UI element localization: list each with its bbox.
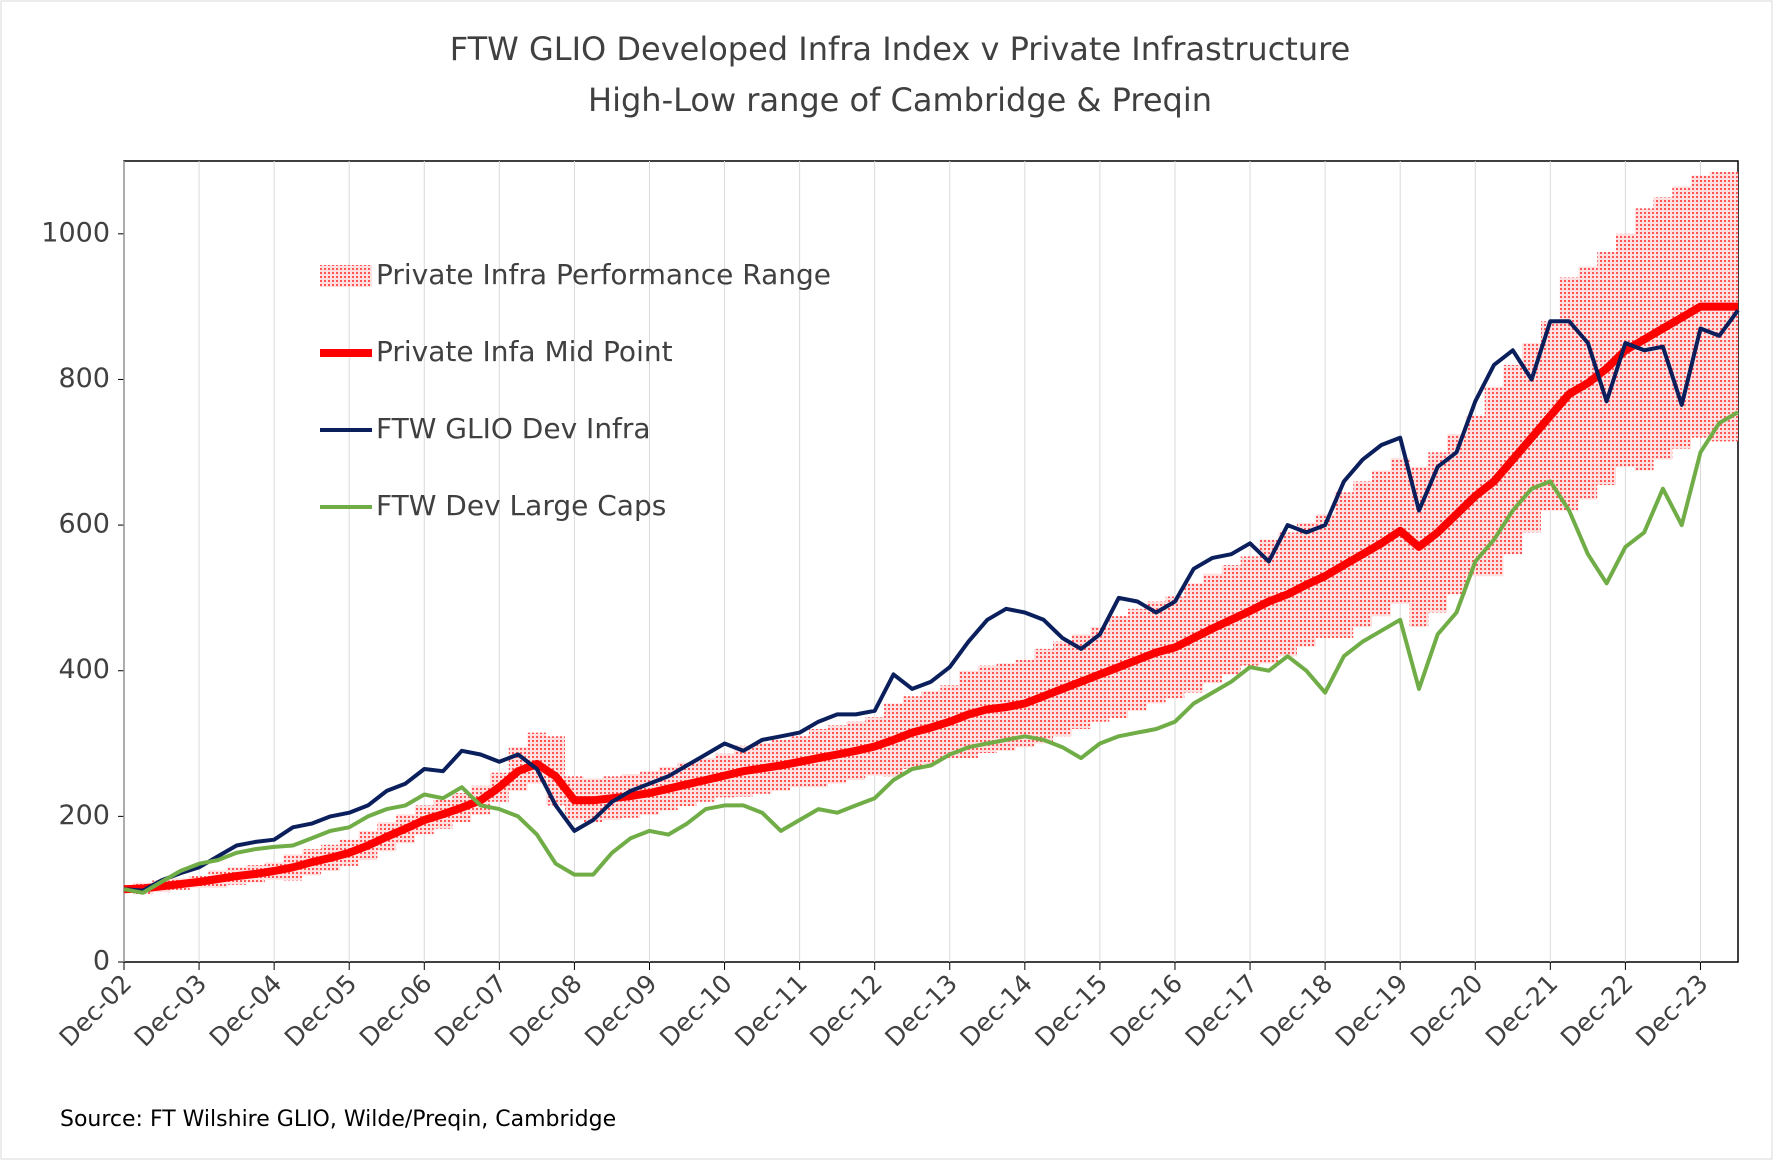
y-tick-label: 600 <box>58 509 110 540</box>
y-tick-label: 400 <box>58 654 110 685</box>
y-tick-label: 0 <box>93 946 110 977</box>
range-band <box>527 732 547 784</box>
legend-label: FTW GLIO Dev Infra <box>376 412 651 445</box>
series-line <box>123 302 1738 894</box>
series-line <box>123 410 1740 895</box>
y-tick-label: 800 <box>58 363 110 394</box>
series-line <box>123 309 1740 893</box>
legend-label: Private Infa Mid Point <box>376 335 673 368</box>
legend-label: Private Infra Performance Range <box>376 258 831 291</box>
y-tick-label: 200 <box>58 800 110 831</box>
legend-swatch <box>320 265 372 287</box>
y-tick-label: 1000 <box>41 217 110 248</box>
chart-subtitle: High-Low range of Cambridge & Preqin <box>588 81 1212 119</box>
chart-title: FTW GLIO Developed Infra Index v Private… <box>450 30 1351 68</box>
source-note: Source: FT Wilshire GLIO, Wilde/Preqin, … <box>60 1107 616 1132</box>
legend-label: FTW Dev Large Caps <box>376 489 666 522</box>
